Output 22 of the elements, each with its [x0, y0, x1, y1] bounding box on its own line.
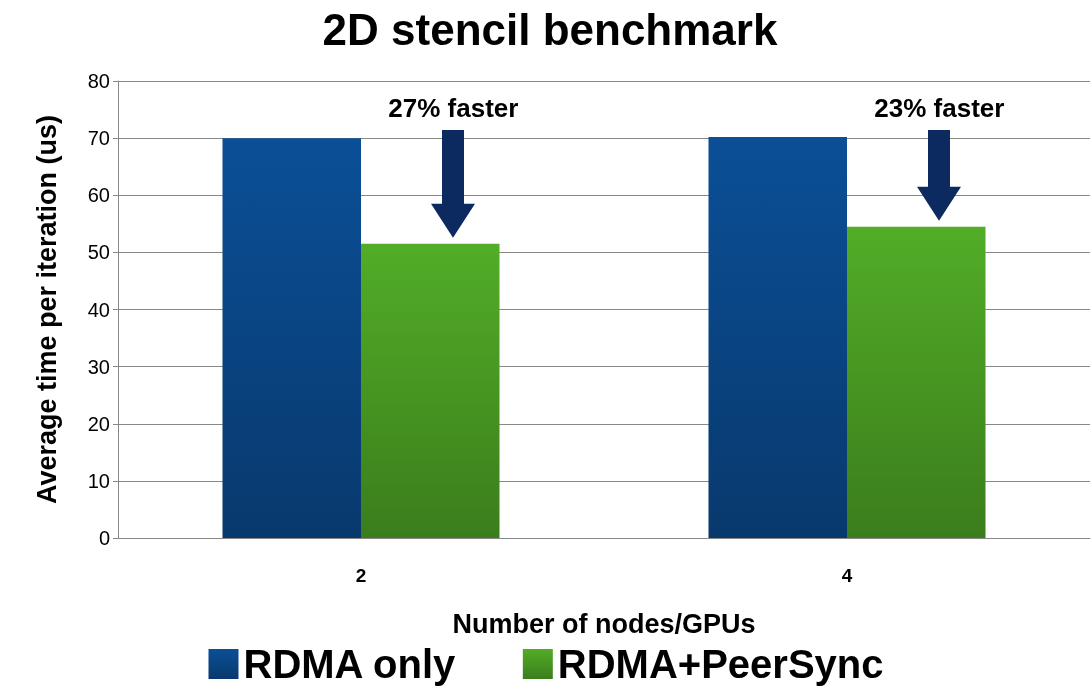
y-tick-label: 60 — [87, 184, 110, 207]
y-tick-label: 80 — [87, 70, 110, 92]
y-tick-label: 70 — [87, 127, 110, 150]
y-tick-label: 20 — [87, 412, 110, 435]
x-tick-label: 2 — [355, 565, 367, 586]
y-tick-label: 50 — [87, 241, 110, 264]
bar — [708, 136, 847, 538]
annotation: 23% faster — [874, 92, 1005, 124]
legend-label: RDMA only — [243, 642, 457, 686]
y-axis-title: Average time per iteration (us) — [31, 114, 62, 505]
chart-title: 2D stencil benchmark — [322, 4, 778, 54]
y-tick-label: 10 — [87, 469, 110, 492]
bar — [361, 243, 500, 538]
y-tick-label: 0 — [98, 527, 110, 549]
legend-label: RDMA+PeerSync — [557, 642, 884, 686]
bar — [847, 226, 986, 538]
x-tick-label: 4 — [841, 565, 853, 586]
y-tick-label: 40 — [87, 298, 110, 321]
bar — [222, 138, 361, 538]
y-tick-label: 30 — [87, 355, 110, 378]
annotation: 27% faster — [388, 92, 519, 124]
x-axis-title: Number of nodes/GPUs — [452, 608, 756, 639]
